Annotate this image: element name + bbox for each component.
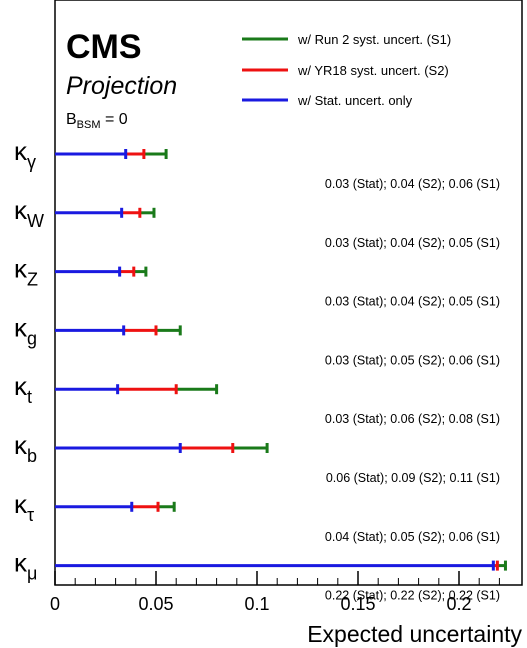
legend-label-stat: w/ Stat. uncert. only <box>297 93 413 108</box>
annotations-layer: 0.03 (Stat); 0.04 (S2); 0.06 (S1) 0.03 (S… <box>325 177 500 603</box>
legend-label-s1: w/ Run 2 syst. uncert. (S1) <box>297 32 451 47</box>
annotation-4: 0.03 (Stat); 0.06 (S2); 0.08 (S1) <box>325 412 500 426</box>
y-label-0: κγ <box>14 136 36 172</box>
x-tick-label-4: 0.2 <box>446 594 471 614</box>
x-axis-title: Expected uncertainty <box>307 621 522 647</box>
y-label-2: κZ <box>14 254 38 290</box>
x-tick-label-2: 0.1 <box>244 594 269 614</box>
y-label-3: κg <box>14 312 37 348</box>
x-axis: 0 0.05 0.1 0.15 0.2 <box>50 571 500 614</box>
annotation-2: 0.03 (Stat); 0.04 (S2); 0.05 (S1) <box>325 295 500 309</box>
y-label-6: κτ <box>14 489 34 525</box>
x-tick-label-3: 0.15 <box>340 594 375 614</box>
status-label: Projection <box>66 72 177 100</box>
annotation-3: 0.03 (Stat); 0.05 (S2); 0.06 (S1) <box>325 353 500 367</box>
y-label-5: κb <box>14 430 37 466</box>
experiment-label: CMS <box>66 28 142 66</box>
x-tick-label-1: 0.05 <box>138 594 173 614</box>
y-label-1: κW <box>14 195 44 231</box>
y-labels-layer: κγ κW κZ κg κt κb κτ κμ <box>14 136 44 584</box>
annotation-7: 0.22 (Stat); 0.22 (S2); 0.22 (S1) <box>325 589 500 603</box>
legend-label-s2: w/ YR18 syst. uncert. (S2) <box>297 63 449 78</box>
annotation-6: 0.04 (Stat); 0.05 (S2); 0.06 (S1) <box>325 530 500 544</box>
y-label-7: κμ <box>14 548 37 584</box>
annotation-0: 0.03 (Stat); 0.04 (S2); 0.06 (S1) <box>325 177 500 191</box>
annotation-1: 0.03 (Stat); 0.04 (S2); 0.05 (S1) <box>325 236 500 250</box>
plot-frame <box>54 0 523 586</box>
bars-layer <box>55 149 507 571</box>
annotation-5: 0.06 (Stat); 0.09 (S2); 0.11 (S1) <box>326 471 500 485</box>
y-label-4: κt <box>14 371 32 407</box>
bsm-condition: BBSM = 0 <box>66 111 128 131</box>
x-tick-label-0: 0 <box>50 594 60 614</box>
legend: w/ Run 2 syst. uncert. (S1) w/ YR18 syst… <box>242 32 451 108</box>
